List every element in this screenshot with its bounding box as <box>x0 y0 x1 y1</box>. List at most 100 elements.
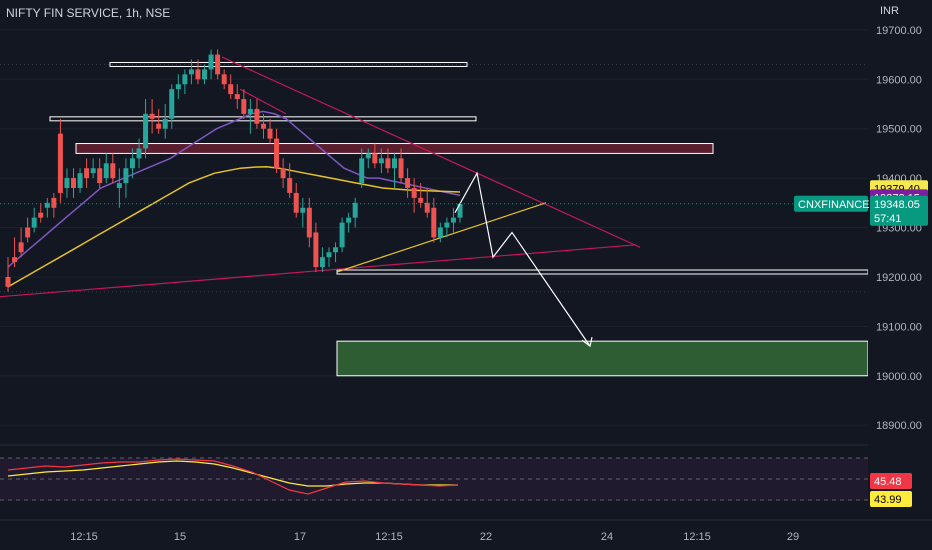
time-tick-label: 22 <box>480 531 492 543</box>
candle-body <box>156 123 162 129</box>
symbol-tag: CNXFINANCE <box>798 199 870 211</box>
candle-body <box>287 178 293 193</box>
candle-body <box>18 242 24 253</box>
resistance-zone <box>75 143 714 154</box>
time-tick-label: 12:15 <box>375 531 403 543</box>
ma-slow-line <box>7 166 461 288</box>
candle-body <box>103 163 109 179</box>
candle-body <box>195 69 201 80</box>
candle-body <box>202 69 208 80</box>
price-tick-label: 19200.00 <box>876 272 922 284</box>
candle-body <box>31 217 37 228</box>
candle-body <box>215 54 221 75</box>
projection-path[interactable] <box>454 171 593 348</box>
candle-body <box>12 257 18 263</box>
countdown-label: 57:41 <box>874 213 902 225</box>
symbol-title: NIFTY FIN SERVICE, 1h, NSE <box>6 6 171 20</box>
time-tick-label: 29 <box>787 531 799 543</box>
rsi-value-label-bg <box>870 473 912 489</box>
rsi-signal-label-bg <box>870 491 912 507</box>
candle-body <box>71 178 77 188</box>
candle-body <box>188 69 194 75</box>
candle-body <box>326 252 332 258</box>
candle-body <box>123 168 129 184</box>
candle-body <box>143 113 149 149</box>
candle-body <box>247 108 253 114</box>
time-tick-label: 12:15 <box>683 531 711 543</box>
candle-body <box>208 54 214 70</box>
candle-body <box>280 168 286 179</box>
candle-body <box>221 74 227 85</box>
time-tick-label: 24 <box>601 531 613 543</box>
candle-body <box>405 178 411 188</box>
target-zone <box>336 340 869 377</box>
ascending-trendline <box>0 244 637 298</box>
candle-body <box>84 168 90 179</box>
candle-body <box>306 207 312 238</box>
rsi-signal-label: 43.99 <box>874 494 902 506</box>
candle-body <box>5 276 11 287</box>
candle-body <box>44 202 50 208</box>
candle-body <box>260 123 266 129</box>
candle-body <box>64 178 70 188</box>
candle-body <box>411 188 417 198</box>
moving-averages <box>7 110 461 288</box>
candle-body <box>333 247 339 253</box>
candle-body <box>391 158 397 169</box>
candle-body <box>136 148 142 159</box>
candle-body <box>129 158 135 169</box>
symbol-tag-bg <box>794 195 868 212</box>
price-tick-label: 19500.00 <box>876 124 922 136</box>
candle-body <box>228 84 234 95</box>
price-tick-label: 19700.00 <box>876 25 922 37</box>
candle-body <box>457 203 463 218</box>
candle-body <box>319 257 325 268</box>
time-tick-label: 12:15 <box>70 531 98 543</box>
candle-body <box>450 217 456 223</box>
candle-body <box>293 192 299 213</box>
candle-body <box>254 108 260 124</box>
candle-body <box>444 222 450 228</box>
price-tick-label: 18900.00 <box>876 420 922 432</box>
candle-body <box>352 202 358 218</box>
price-label-last-bg <box>870 195 928 226</box>
currency-label: INR <box>880 5 899 17</box>
candle-body <box>38 212 44 218</box>
candle-body <box>169 89 175 119</box>
candle-body <box>162 118 168 129</box>
candle-body <box>378 158 384 164</box>
price-label-last: 19348.05 <box>874 199 920 211</box>
descending-trendline <box>221 56 641 248</box>
candle-body <box>57 133 63 193</box>
price-labels: 19379.4019373.1519348.0557:41CNXFINANCE4… <box>0 180 928 507</box>
candle-body <box>346 217 352 223</box>
candle-body <box>437 227 443 238</box>
time-tick-label: 17 <box>294 531 306 543</box>
rsi-value-label: 45.48 <box>874 476 902 488</box>
candle-body <box>267 128 273 139</box>
candle-body <box>313 232 319 268</box>
price-axis[interactable]: 19700.0019600.0019500.0019400.0019300.00… <box>868 0 932 550</box>
resistance-line-top <box>109 61 468 67</box>
candle-body <box>149 113 155 119</box>
support-line <box>336 269 869 275</box>
rsi-line <box>7 458 459 495</box>
channel-line <box>239 88 287 115</box>
time-axis[interactable]: 12:15 15 17 12:15 22 24 12:15 29 <box>0 519 932 543</box>
candle-body <box>274 138 280 169</box>
arrow-head-icon <box>581 336 593 348</box>
candle-body <box>110 163 116 179</box>
price-tick-label: 19000.00 <box>876 371 922 383</box>
candle-body <box>97 168 103 184</box>
candle-body <box>51 197 57 208</box>
candle-body <box>398 158 404 179</box>
candle-body <box>116 183 122 188</box>
candle-body <box>25 227 31 238</box>
candle-body <box>359 158 365 184</box>
rsi-pane <box>0 444 932 501</box>
candle-body <box>234 94 240 100</box>
candle-body <box>90 168 96 174</box>
candle-body <box>300 207 306 213</box>
price-axis-bg <box>868 0 932 550</box>
